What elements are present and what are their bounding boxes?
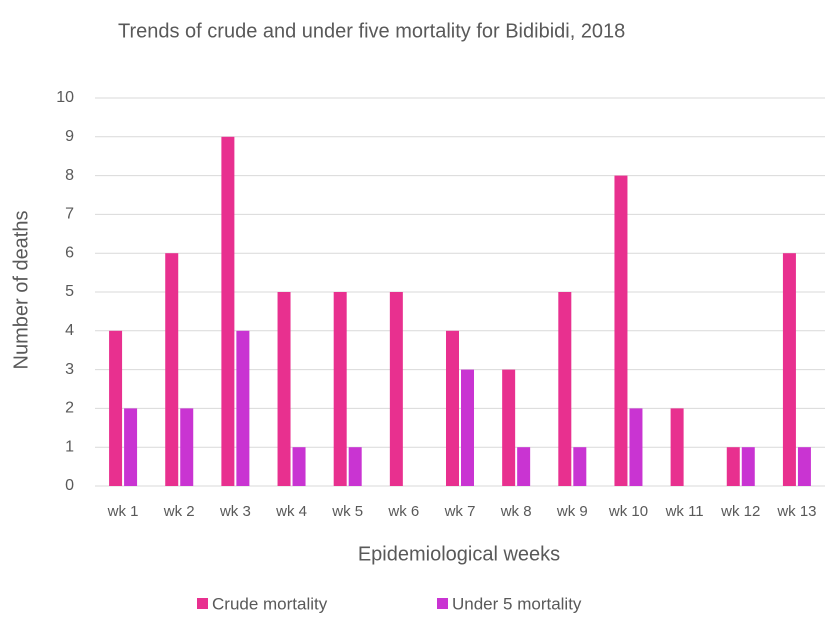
x-tick-label: wk 4 bbox=[275, 503, 307, 520]
x-tick-label: wk 12 bbox=[720, 503, 760, 520]
chart-title: Trends of crude and under five mortality… bbox=[118, 20, 625, 42]
x-tick-label: wk 10 bbox=[608, 503, 648, 520]
bar bbox=[446, 330, 459, 486]
bar bbox=[517, 447, 531, 486]
bar bbox=[502, 369, 516, 486]
bar bbox=[180, 408, 194, 486]
x-tick-label: wk 7 bbox=[444, 503, 476, 520]
legend-swatch bbox=[197, 598, 208, 609]
y-tick-label: 6 bbox=[65, 244, 74, 261]
y-tick-label: 2 bbox=[65, 400, 74, 417]
y-tick-label: 5 bbox=[65, 283, 74, 300]
y-tick-label: 10 bbox=[56, 89, 74, 106]
bar bbox=[236, 330, 250, 486]
bar bbox=[165, 253, 179, 486]
x-tick-label: wk 13 bbox=[776, 503, 816, 520]
y-tick-label: 3 bbox=[65, 361, 74, 378]
bar bbox=[670, 408, 684, 486]
x-tick-label: wk 6 bbox=[387, 503, 419, 520]
x-tick-label: wk 8 bbox=[500, 503, 532, 520]
y-tick-label: 7 bbox=[65, 206, 74, 223]
x-axis-title: Epidemiological weeks bbox=[358, 543, 560, 565]
bar bbox=[348, 447, 362, 486]
bar bbox=[461, 369, 474, 486]
x-tick-label: wk 2 bbox=[163, 503, 195, 520]
bar bbox=[573, 447, 587, 486]
bar bbox=[221, 136, 235, 487]
y-tick-label: 9 bbox=[65, 128, 74, 145]
x-tick-label: wk 5 bbox=[331, 503, 363, 520]
bar bbox=[333, 292, 347, 486]
bar bbox=[292, 447, 306, 486]
bar bbox=[389, 292, 403, 486]
bar bbox=[109, 330, 123, 486]
y-tick-label: 4 bbox=[65, 322, 74, 339]
bar bbox=[614, 175, 628, 486]
bar bbox=[797, 447, 811, 486]
x-tick-label: wk 1 bbox=[107, 503, 139, 520]
bar bbox=[726, 447, 740, 486]
bar bbox=[277, 292, 291, 486]
bar bbox=[629, 408, 643, 486]
legend-label: Under 5 mortality bbox=[452, 594, 582, 613]
y-axis-title: Number of deaths bbox=[10, 211, 32, 370]
y-tick-label: 8 bbox=[65, 167, 74, 184]
x-tick-label: wk 3 bbox=[219, 503, 251, 520]
x-tick-label: wk 9 bbox=[556, 503, 588, 520]
bar bbox=[782, 253, 796, 486]
bar bbox=[558, 292, 572, 486]
legend-swatch bbox=[437, 598, 448, 609]
y-tick-label: 1 bbox=[65, 438, 74, 455]
legend-label: Crude mortality bbox=[212, 594, 328, 613]
bar bbox=[741, 447, 755, 486]
bar bbox=[124, 408, 138, 486]
x-tick-label: wk 11 bbox=[665, 503, 704, 520]
y-tick-label: 0 bbox=[65, 477, 74, 494]
